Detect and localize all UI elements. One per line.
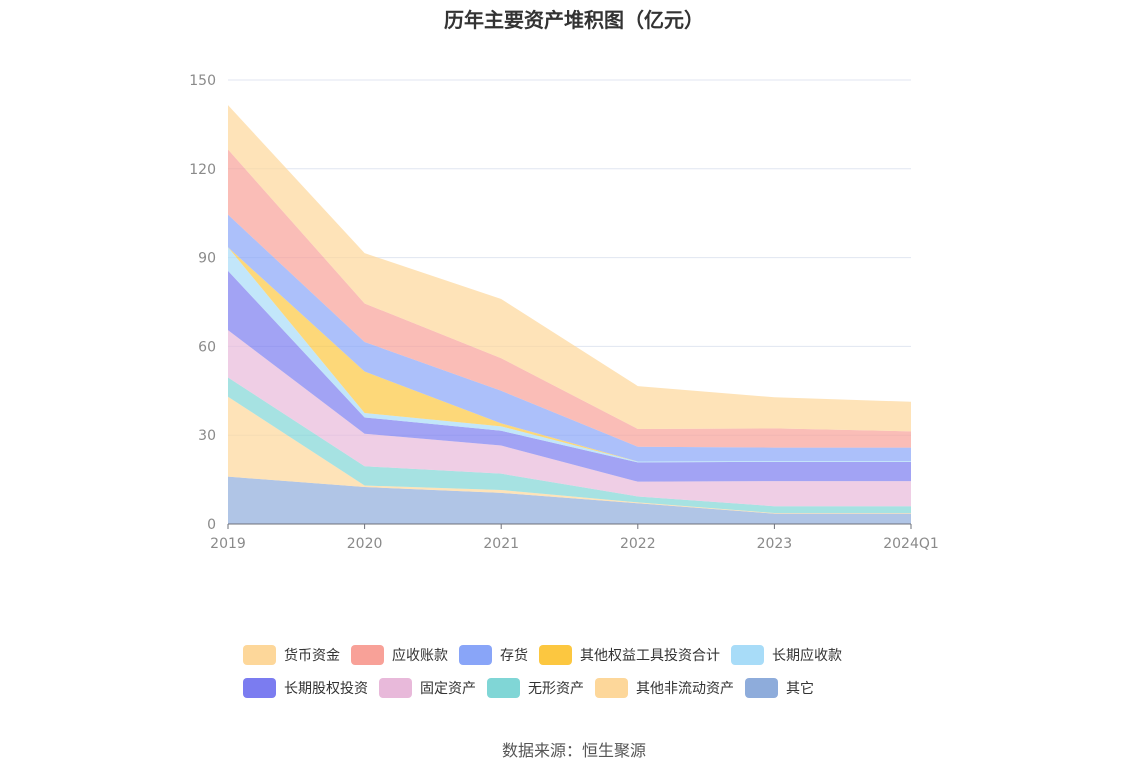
x-tick-label: 2020 — [347, 536, 383, 552]
area-series-4 — [228, 270, 911, 482]
legend-label: 其他非流动资产 — [636, 680, 734, 697]
legend-item[interactable]: 无形资产 — [487, 677, 584, 698]
legend-item[interactable]: 长期股权投资 — [243, 677, 368, 698]
x-tick-label: 2022 — [620, 536, 656, 552]
legend-label: 无形资产 — [528, 680, 584, 697]
legend-swatch — [243, 677, 276, 698]
y-tick-label: 0 — [207, 517, 216, 533]
legend-item[interactable]: 其他非流动资产 — [595, 677, 734, 698]
legend-label: 其他权益工具投资合计 — [580, 647, 720, 664]
legend-item[interactable]: 其他权益工具投资合计 — [539, 644, 720, 665]
legend-label: 长期股权投资 — [284, 680, 368, 697]
legend-item[interactable]: 其它 — [745, 677, 814, 698]
x-tick-label: 2024Q1 — [883, 536, 939, 552]
legend-label: 其它 — [786, 680, 814, 697]
legend-item[interactable]: 货币资金 — [243, 644, 340, 665]
legend-swatch — [745, 677, 778, 698]
y-tick-label: 150 — [189, 73, 216, 89]
y-tick-label: 90 — [198, 251, 216, 267]
chart-legend: 货币资金 应收账款 存货 其他权益工具投资合计 长期应收款 长期股权投资 固定资产 无形资产… — [243, 638, 943, 704]
legend-item[interactable]: 应收账款 — [351, 644, 448, 665]
legend-label: 长期应收款 — [772, 647, 842, 664]
legend-label: 存货 — [500, 647, 528, 664]
legend-item[interactable]: 固定资产 — [379, 677, 476, 698]
y-tick-label: 120 — [189, 162, 216, 178]
legend-swatch — [351, 644, 384, 665]
area-series-0 — [228, 476, 911, 524]
x-tick-label: 2023 — [757, 536, 793, 552]
area-series-2 — [228, 377, 911, 514]
stacked-area-chart: 0 30 60 90 120 150 2019 2020 2021 2022 2023 2024Q1 — [189, 73, 939, 552]
y-tick-label: 60 — [198, 339, 216, 355]
legend-row-1: 货币资金 应收账款 存货 其他权益工具投资合计 长期应收款 — [243, 638, 943, 671]
x-tick-label: 2019 — [210, 536, 246, 552]
legend-swatch — [459, 644, 492, 665]
legend-label: 应收账款 — [392, 647, 448, 664]
area-series-3 — [228, 330, 911, 507]
legend-swatch — [487, 677, 520, 698]
legend-swatch — [379, 677, 412, 698]
legend-row-2: 长期股权投资 固定资产 无形资产 其他非流动资产 其它 — [243, 671, 943, 704]
legend-swatch — [595, 677, 628, 698]
legend-swatch — [243, 644, 276, 665]
x-tick-label: 2021 — [483, 536, 519, 552]
legend-swatch — [731, 644, 764, 665]
area-series-9 — [228, 105, 911, 432]
y-tick-label: 30 — [198, 428, 216, 444]
legend-swatch — [539, 644, 572, 665]
chart-title: 历年主要资产堆积图（亿元） — [444, 8, 704, 32]
legend-label: 固定资产 — [420, 680, 476, 697]
legend-item[interactable]: 存货 — [459, 644, 528, 665]
legend-item[interactable]: 长期应收款 — [731, 644, 842, 665]
area-series-6 — [228, 247, 911, 462]
legend-label: 货币资金 — [284, 647, 340, 664]
data-source-note: 数据来源：恒生聚源 — [501, 741, 646, 760]
